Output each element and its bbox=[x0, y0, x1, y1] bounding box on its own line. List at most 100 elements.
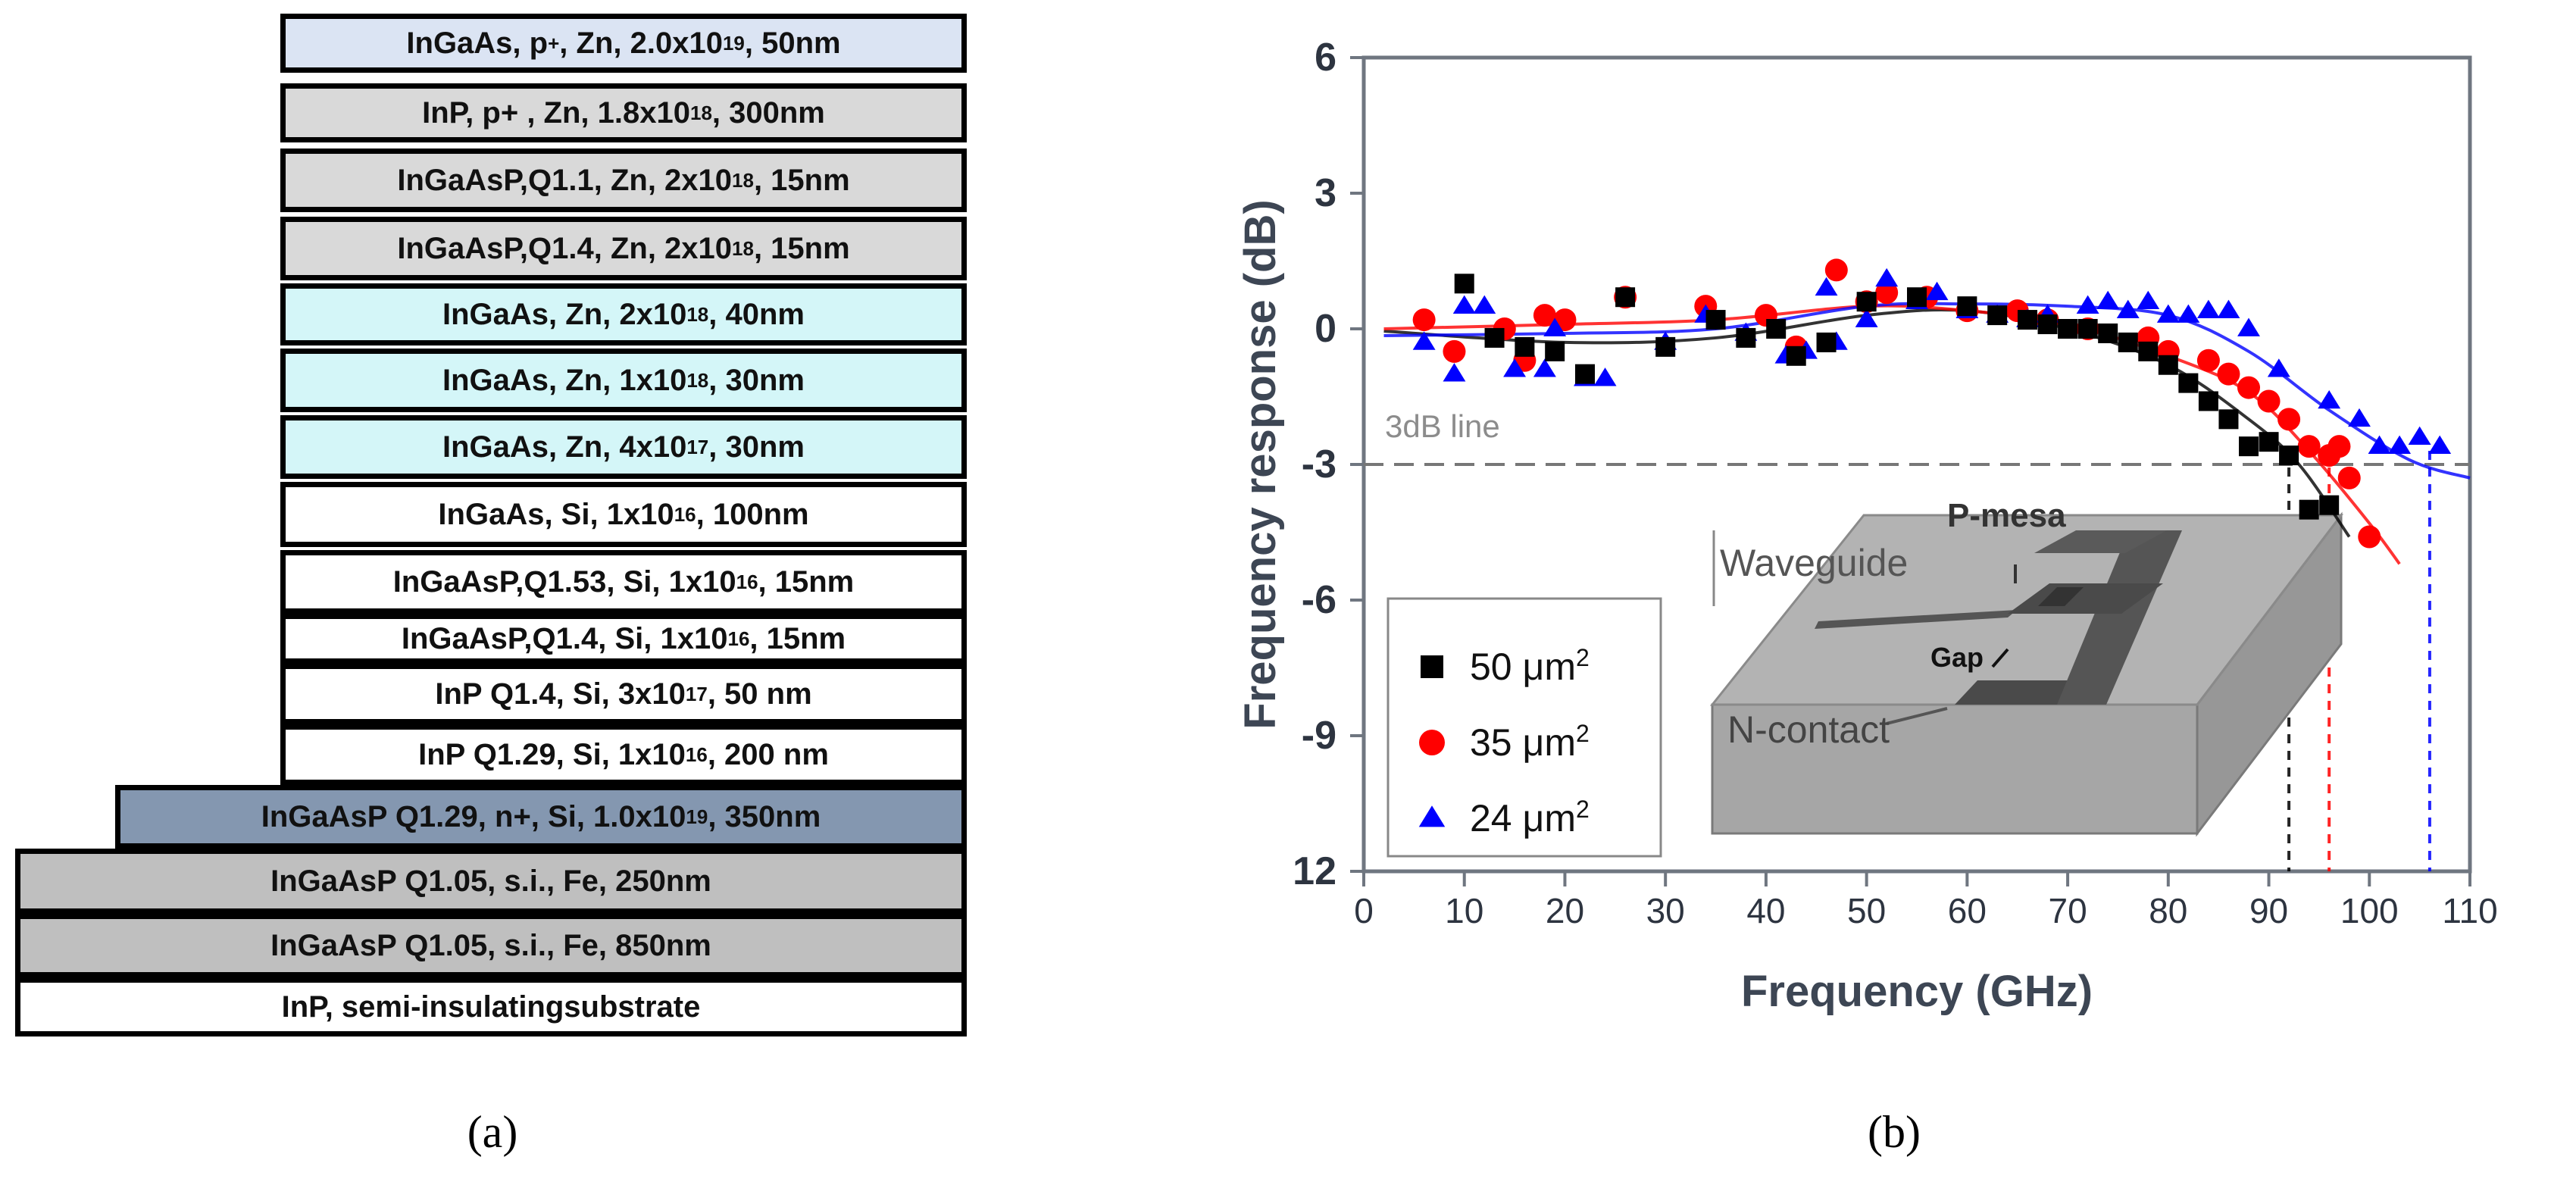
layer-text-sup1: 18 bbox=[686, 368, 709, 392]
data-point-0-1 bbox=[1484, 327, 1505, 348]
data-point-1-28 bbox=[2337, 466, 2361, 489]
data-point-0-26 bbox=[2218, 409, 2239, 430]
layer-1: InGaAs, p + , Zn, 2.0x10 19, 50nm bbox=[280, 14, 967, 73]
data-point-0-22 bbox=[2138, 341, 2159, 361]
y-tick-label-6: 12 bbox=[1293, 849, 1336, 893]
layer-text-pre: InGaAsP Q1.05, s.i., Fe, 250nm bbox=[270, 864, 711, 898]
x-tick-label-10: 100 bbox=[2340, 891, 2399, 930]
data-point-2-26 bbox=[2116, 299, 2140, 318]
layer-text-pre: InGaAsP,Q1.4, Si, 1x10 bbox=[401, 621, 728, 655]
device-inset: Waveguide P-mesa Gap N-contact bbox=[1709, 497, 2344, 837]
data-point-2-5 bbox=[1533, 358, 1556, 377]
x-tick-label-0: 0 bbox=[1354, 891, 1374, 930]
layer-text-mid: , 350nm bbox=[708, 799, 821, 833]
data-point-1-12 bbox=[1875, 281, 1899, 305]
data-point-0-7 bbox=[1705, 310, 1726, 330]
threshold-label: 3dB line bbox=[1385, 408, 1500, 444]
layer-text-sup1: 16 bbox=[736, 570, 758, 593]
data-point-0-17 bbox=[2037, 314, 2058, 335]
data-point-2-36 bbox=[2368, 435, 2391, 454]
y-tick-label-4: -6 bbox=[1302, 578, 1336, 622]
layer-text-mid: , 50 nm bbox=[707, 677, 812, 711]
y-tick-label-3: -3 bbox=[1302, 442, 1336, 486]
inset-label-waveguide: Waveguide bbox=[1720, 542, 1908, 584]
data-point-2-25 bbox=[2096, 290, 2120, 310]
inset-label-gap: Gap bbox=[1930, 642, 1984, 673]
data-point-2-3 bbox=[1473, 295, 1496, 314]
y-tick-label-1: 3 bbox=[1315, 171, 1336, 215]
data-point-2-28 bbox=[2156, 304, 2180, 323]
data-point-2-4 bbox=[1503, 358, 1527, 377]
layer-text-sup1: 17 bbox=[685, 682, 708, 705]
layer-text-post: , 50nm bbox=[744, 26, 841, 60]
x-tick-label-5: 50 bbox=[1847, 891, 1886, 930]
layer-3: InGaAsP,Q1.1, Zn, 2x10 18, 15nm bbox=[280, 149, 967, 212]
data-point-2-0 bbox=[1412, 331, 1436, 350]
layer-text-pre: InP, semi-insulatingsubstrate bbox=[281, 990, 701, 1024]
data-point-0-11 bbox=[1816, 332, 1837, 352]
layer-4: InGaAsP,Q1.4, Zn, 2x10 18, 15nm bbox=[280, 217, 967, 280]
data-point-0-30 bbox=[2299, 499, 2319, 520]
data-point-0-28 bbox=[2259, 432, 2279, 452]
data-point-1-22 bbox=[2237, 376, 2260, 399]
y-tick-label-2: 0 bbox=[1315, 307, 1336, 351]
x-tick-label-3: 30 bbox=[1646, 891, 1685, 930]
data-point-2-27 bbox=[2137, 290, 2160, 310]
data-points bbox=[1412, 258, 2452, 549]
data-point-1-0 bbox=[1412, 308, 1436, 332]
data-point-1-1 bbox=[1443, 339, 1466, 363]
layer-text-mid: , 30nm bbox=[708, 363, 805, 397]
layer-text-sup1: 19 bbox=[686, 805, 708, 828]
inset-label-pmesa: P-mesa bbox=[1947, 497, 2066, 534]
data-point-2-19 bbox=[1925, 281, 1949, 301]
layer-11: InP Q1.4, Si, 3x10 17, 50 nm bbox=[280, 664, 967, 724]
data-point-2-31 bbox=[2217, 299, 2240, 318]
data-point-2-14 bbox=[1815, 277, 1838, 296]
data-point-0-31 bbox=[2319, 495, 2340, 515]
layer-text-pre: InGaAsP,Q1.1, Zn, 2x10 bbox=[397, 163, 733, 197]
frequency-response-panel: 3dB line Waveguide P-mesa Gap N-contact … bbox=[1212, 0, 2576, 1061]
legend-label-1: 35 μm2 bbox=[1470, 720, 1590, 764]
x-tick-label-8: 80 bbox=[2149, 891, 2187, 930]
data-point-2-39 bbox=[2428, 435, 2452, 454]
layer-text-pre: InP Q1.29, Si, 1x10 bbox=[418, 737, 686, 771]
data-point-0-24 bbox=[2178, 373, 2199, 393]
legend-label-2: 24 μm2 bbox=[1470, 796, 1590, 840]
y-axis-label: Frequency response (dB) bbox=[1236, 199, 1285, 729]
layer-16: InP, semi-insulatingsubstrate bbox=[15, 977, 967, 1036]
legend: 50 μm2 35 μm2 24 μm2 bbox=[1386, 597, 1662, 858]
layer-14: InGaAsP Q1.05, s.i., Fe, 250nm bbox=[15, 849, 967, 914]
data-point-2-38 bbox=[2408, 426, 2431, 446]
layer-text-pre: InGaAs, Zn, 1x10 bbox=[442, 363, 687, 397]
legend-marker-1 bbox=[1419, 730, 1445, 755]
data-point-0-6 bbox=[1655, 336, 1676, 357]
data-point-0-12 bbox=[1856, 292, 1877, 312]
layer-text-sup1: 18 bbox=[732, 168, 754, 192]
data-point-1-21 bbox=[2217, 362, 2240, 386]
data-point-2-6 bbox=[1543, 317, 1567, 336]
layer-text-sup1: 16 bbox=[674, 502, 696, 526]
data-point-0-27 bbox=[2239, 436, 2259, 457]
layer-text-pre: InGaAsP,Q1.53, Si, 1x10 bbox=[392, 564, 736, 599]
y-tick-label-5: -9 bbox=[1302, 714, 1336, 758]
x-tick-label-4: 40 bbox=[1746, 891, 1785, 930]
layer-text-sup1: 16 bbox=[727, 627, 750, 650]
data-point-1-24 bbox=[2277, 408, 2301, 431]
data-point-0-25 bbox=[2198, 391, 2218, 411]
layer-15: InGaAsP Q1.05, s.i., Fe, 850nm bbox=[15, 914, 967, 977]
layer-text-pre: InGaAs, Si, 1x10 bbox=[438, 497, 674, 531]
data-point-0-2 bbox=[1515, 336, 1535, 357]
layer-text-mid: , 15nm bbox=[753, 231, 850, 265]
data-point-2-17 bbox=[1875, 267, 1899, 287]
data-point-1-4 bbox=[1533, 304, 1556, 327]
data-point-0-23 bbox=[2158, 355, 2178, 375]
caption-a: (a) bbox=[467, 1107, 518, 1157]
data-point-1-29 bbox=[2358, 525, 2381, 549]
x-tick-label-1: 10 bbox=[1445, 891, 1483, 930]
layer-text-mid: , 15nm bbox=[753, 163, 850, 197]
data-point-0-5 bbox=[1615, 287, 1636, 308]
inset-contact-spine bbox=[2057, 530, 2182, 705]
inset-waveguide-strip bbox=[1815, 610, 2017, 629]
x-tick-label-7: 70 bbox=[2049, 891, 2087, 930]
data-point-0-0 bbox=[1454, 274, 1474, 294]
